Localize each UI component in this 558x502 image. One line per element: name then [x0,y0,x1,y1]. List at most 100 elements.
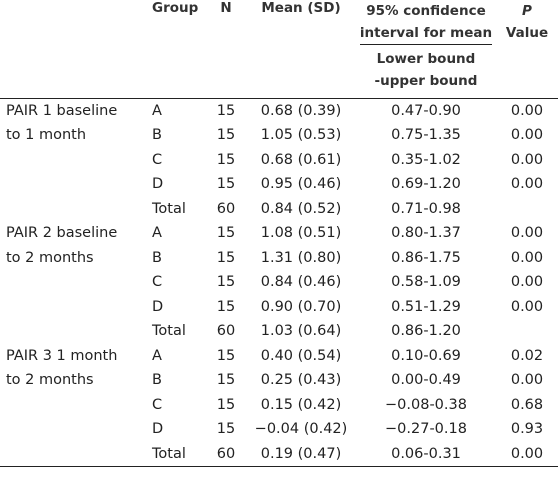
header-p-line1: P [522,3,532,19]
cell-p: 0.00 [510,298,544,315]
header-ci-line2: interval for mean [359,25,493,41]
table-row: to 2 months B 15 0.25 (0.43) 0.00-0.49 0.00 [0,368,558,393]
cell-mean: 0.19 (0.47) [246,441,356,467]
pair-label-blank [0,270,152,295]
table-row: PAIR 1 baseline A 15 0.68 (0.39) 0.47-0.90 0.… [0,98,558,123]
cell-mean: 0.95 (0.46) [260,176,342,192]
subheader-row: Lower bound -upper bound [0,48,558,98]
pair-label-blank [0,172,152,197]
cell-group: D [152,421,164,437]
cell-ci: 0.10-0.69 [391,347,461,364]
subheader-bounds-text: Lower bound -upper bound [375,48,478,92]
cell-n: 60 [206,441,246,467]
cell-n: 15 [216,298,236,315]
cell-mean: 0.84 (0.46) [260,274,342,290]
cell-n: 15 [216,127,236,143]
header-p: P Value [496,0,558,48]
cell-mean: 0.90 (0.70) [260,298,342,315]
pair-label-line1: PAIR 1 baseline [6,102,118,119]
cell-p: 0.02 [510,347,544,364]
cell-group: A [152,225,162,241]
cell-n: 15 [216,421,236,437]
cell-n: 60 [216,323,236,339]
cell-p: 0.00 [510,225,544,241]
cell-group: D [152,298,164,315]
cell-group: Total [152,323,186,339]
pair-label-blank [0,319,152,344]
cell-p: 0.00 [510,127,544,143]
cell-ci: 0.06-0.31 [356,441,496,467]
table-row: D 15 −0.04 (0.42) −0.27-0.18 0.93 [0,417,558,442]
cell-n: 15 [216,274,236,290]
header-pair-blank [0,0,152,48]
subheader-blank-1 [0,48,152,98]
table-row: D 15 0.95 (0.46) 0.69-1.20 0.00 [0,172,558,197]
pair-label-blank [0,148,152,173]
cell-p [496,319,558,344]
header-row: Group N Mean (SD) 95% confidence interva… [0,0,558,48]
header-ci: 95% confidence interval for mean [356,0,496,48]
cell-ci: −0.27-0.18 [385,421,467,437]
table-row: C 15 0.68 (0.61) 0.35-1.02 0.00 [0,148,558,173]
cell-group: B [152,127,162,143]
cell-group: A [152,102,162,119]
cell-p: 0.00 [510,102,544,119]
subheader-blank-3 [206,48,246,98]
cell-p: 0.00 [510,274,544,290]
table-row: to 1 month B 15 1.05 (0.53) 0.75-1.35 0.00 [0,123,558,148]
subheader-blank-5 [496,48,558,98]
cell-mean: 0.25 (0.43) [260,372,342,388]
cell-group: B [152,249,162,266]
cell-n: 15 [216,396,236,413]
pair-label-blank [0,197,152,222]
cell-n: 15 [216,347,236,364]
header-group: Group [152,0,199,16]
header-mean: Mean (SD) [261,0,341,16]
cell-group: Total [152,441,206,467]
table-body: PAIR 1 baseline A 15 0.68 (0.39) 0.47-0.90 0.… [0,98,558,467]
cell-ci: 0.47-0.90 [391,102,461,119]
cell-n: 15 [216,176,236,192]
cell-mean: 1.05 (0.53) [260,127,342,143]
subheader-line2: -upper bound [374,73,478,89]
cell-mean: 0.15 (0.42) [260,396,342,413]
pair-label-line2: to 2 months [6,372,94,388]
cell-ci: 0.86-1.20 [391,323,461,339]
pair-label-line2: to 1 month [6,127,87,143]
cell-n: 15 [216,225,236,241]
subheader-blank-2 [152,48,206,98]
cell-ci: 0.51-1.29 [391,298,461,315]
pair-label-line2: to 2 months [6,249,94,266]
cell-mean: 0.68 (0.39) [260,102,342,119]
cell-p: 0.00 [510,176,544,192]
cell-n: 15 [216,249,236,266]
cell-group: Total [152,200,186,217]
confidence-interval-table: Group N Mean (SD) 95% confidence interva… [0,0,558,467]
cell-n: 60 [216,200,236,217]
cell-p: 0.68 [510,396,544,413]
cell-mean: 1.03 (0.64) [260,323,342,339]
cell-p: 0.00 [510,372,544,388]
table-row: Total 60 1.03 (0.64) 0.86-1.20 [0,319,558,344]
cell-ci: −0.08-0.38 [385,396,467,413]
table-row: Total 60 0.84 (0.52) 0.71-0.98 [0,197,558,222]
header-p-text: P Value [506,0,548,44]
cell-ci: 0.35-1.02 [391,151,461,168]
subheader-bounds: Lower bound -upper bound [356,48,496,98]
header-p-line2: Value [505,25,549,41]
table-row: to 2 months B 15 1.31 (0.80) 0.86-1.75 0.00 [0,246,558,271]
table-row: C 15 0.15 (0.42) −0.08-0.38 0.68 [0,393,558,418]
subheader-line1: Lower bound [376,51,476,67]
cell-mean: 1.08 (0.51) [260,225,342,241]
cell-group: C [152,151,163,168]
pair-label-blank [0,441,152,467]
cell-ci: 0.00-0.49 [391,372,461,388]
table-row: PAIR 3 1 month A 15 0.40 (0.54) 0.10-0.69 0.0… [0,344,558,369]
cell-mean: 0.40 (0.54) [260,347,342,364]
cell-mean: 0.84 (0.52) [260,200,342,217]
cell-group: A [152,347,162,364]
cell-ci: 0.80-1.37 [391,225,461,241]
cell-mean: 1.31 (0.80) [260,249,342,266]
cell-group: B [152,372,162,388]
